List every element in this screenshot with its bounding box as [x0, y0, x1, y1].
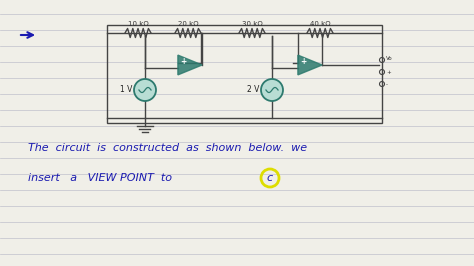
- Text: 1 V: 1 V: [119, 85, 132, 94]
- Circle shape: [134, 79, 156, 101]
- Text: 20 kΩ: 20 kΩ: [178, 21, 198, 27]
- Text: +: +: [300, 57, 306, 66]
- Bar: [107, 25, 382, 123]
- Polygon shape: [178, 55, 202, 75]
- Text: +: +: [386, 70, 391, 76]
- Text: 40 kΩ: 40 kΩ: [310, 21, 330, 27]
- Text: +: +: [180, 57, 186, 66]
- Text: Vo: Vo: [386, 56, 393, 60]
- Polygon shape: [298, 55, 322, 75]
- Text: 30 kΩ: 30 kΩ: [242, 21, 263, 27]
- Text: c: c: [267, 173, 273, 183]
- Text: 2 V: 2 V: [246, 85, 259, 94]
- Text: 10 kΩ: 10 kΩ: [128, 21, 148, 27]
- Text: insert   a   VIEW POINT  to: insert a VIEW POINT to: [28, 173, 172, 183]
- Circle shape: [261, 79, 283, 101]
- Text: -: -: [386, 82, 388, 88]
- Text: The  circuit  is  constructed  as  shown  below.  we: The circuit is constructed as shown belo…: [28, 143, 307, 153]
